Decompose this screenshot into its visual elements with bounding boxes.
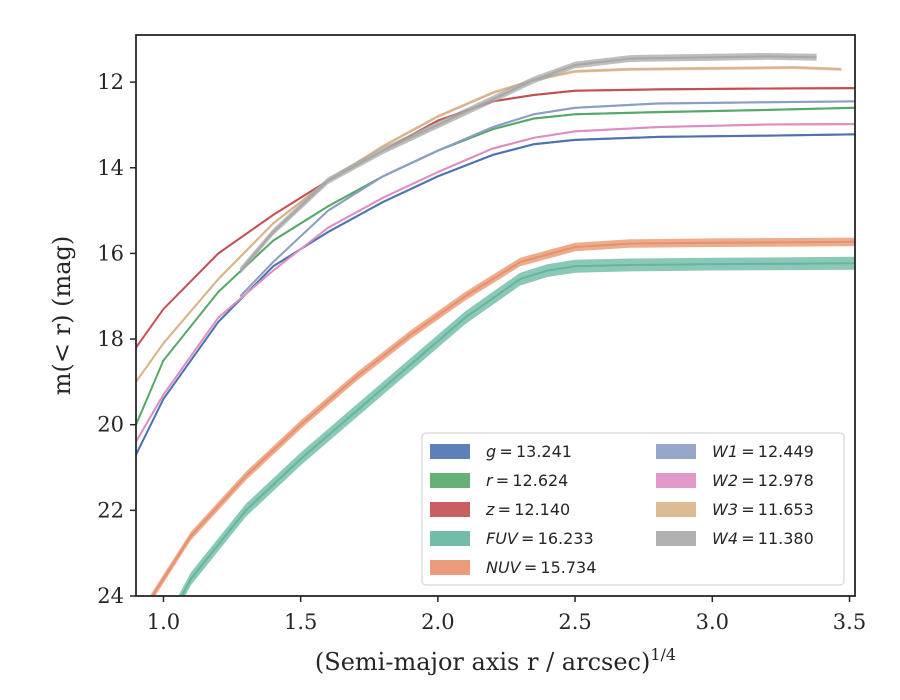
series-layer xyxy=(136,53,855,596)
series-line-w2 xyxy=(136,123,855,443)
series-w1 xyxy=(239,100,855,298)
series-fuv xyxy=(178,256,855,596)
y-tick-label: 20 xyxy=(97,413,124,437)
legend-label: g = 13.241 xyxy=(486,442,572,461)
legend-label: W4 = 11.380 xyxy=(712,529,814,548)
legend-label: FUV = 16.233 xyxy=(486,529,594,548)
legend-item-z: z = 12.140 xyxy=(430,500,570,519)
series-w2 xyxy=(136,123,855,443)
x-tick-label: 2.0 xyxy=(421,610,454,634)
series-g xyxy=(136,133,855,456)
legend: g = 13.241 r = 12.624 z = 12.140 FUV = 16.2… xyxy=(421,432,845,586)
legend-label: NUV = 15.734 xyxy=(486,558,596,577)
legend-swatch xyxy=(430,560,470,575)
legend-item-g: g = 13.241 xyxy=(430,442,572,461)
legend-label: z = 12.140 xyxy=(485,500,570,519)
series-line-g xyxy=(136,133,855,456)
series-band-w2 xyxy=(136,123,855,443)
series-w3 xyxy=(136,66,842,384)
y-tick-label: 22 xyxy=(97,498,124,522)
x-axis-label-exponent: 1/4 xyxy=(650,645,676,664)
legend-swatch xyxy=(430,502,470,517)
legend-item-r: r = 12.624 xyxy=(430,471,568,490)
legend-item-w2: W2 = 12.978 xyxy=(656,471,814,490)
plot-frame xyxy=(135,34,856,597)
legend-item-fuv: FUV = 16.233 xyxy=(430,529,594,548)
x-axis-label: (Semi-major axis r / arcsec)1/4 xyxy=(315,645,676,676)
y-axis-ticks: 12 14 16 18 20 22 24 xyxy=(97,70,136,608)
series-nuv xyxy=(149,237,855,596)
y-axis-label: m(< r) (mag) xyxy=(48,236,76,395)
legend-swatch xyxy=(430,531,470,546)
x-axis-ticks: 1.0 1.5 2.0 2.5 3.0 3.5 xyxy=(147,596,866,634)
series-line-w1 xyxy=(239,100,855,297)
series-z xyxy=(136,87,855,349)
series-line-fuv xyxy=(180,262,855,596)
legend-item-w1: W1 = 12.449 xyxy=(656,442,814,461)
series-line-w3 xyxy=(136,66,842,383)
legend-swatch xyxy=(656,473,696,488)
legend-swatch xyxy=(430,444,470,459)
y-tick-label: 16 xyxy=(97,241,124,265)
legend-swatch xyxy=(656,444,696,459)
x-tick-label: 1.0 xyxy=(147,610,180,634)
y-tick-label: 12 xyxy=(97,70,124,94)
x-axis-label-main: (Semi-major axis r / arcsec) xyxy=(315,648,650,676)
y-tick-label: 18 xyxy=(97,327,124,351)
series-line-nuv xyxy=(151,240,855,596)
x-tick-label: 3.5 xyxy=(833,610,866,634)
legend-swatch xyxy=(656,502,696,517)
legend-item-nuv: NUV = 15.734 xyxy=(430,558,596,577)
legend-label: W1 = 12.449 xyxy=(712,442,814,461)
legend-item-w4: W4 = 11.380 xyxy=(656,529,814,548)
series-band-w4 xyxy=(240,53,817,274)
legend-label: r = 12.624 xyxy=(486,471,568,490)
series-line-z xyxy=(136,87,855,349)
legend-label: W2 = 12.978 xyxy=(712,471,814,490)
legend-label: W3 = 11.653 xyxy=(712,500,814,519)
x-tick-label: 2.5 xyxy=(558,610,591,634)
y-tick-label: 14 xyxy=(97,156,124,180)
x-tick-label: 1.5 xyxy=(284,610,317,634)
legend-item-w3: W3 = 11.653 xyxy=(656,500,814,519)
legend-swatch xyxy=(656,531,696,546)
legend-box xyxy=(421,432,845,586)
y-tick-label: 24 xyxy=(97,584,124,608)
series-band-w3 xyxy=(136,66,842,384)
x-tick-label: 3.0 xyxy=(696,610,729,634)
series-w4 xyxy=(239,53,817,274)
legend-swatch xyxy=(430,473,470,488)
series-line-w4 xyxy=(239,55,817,272)
